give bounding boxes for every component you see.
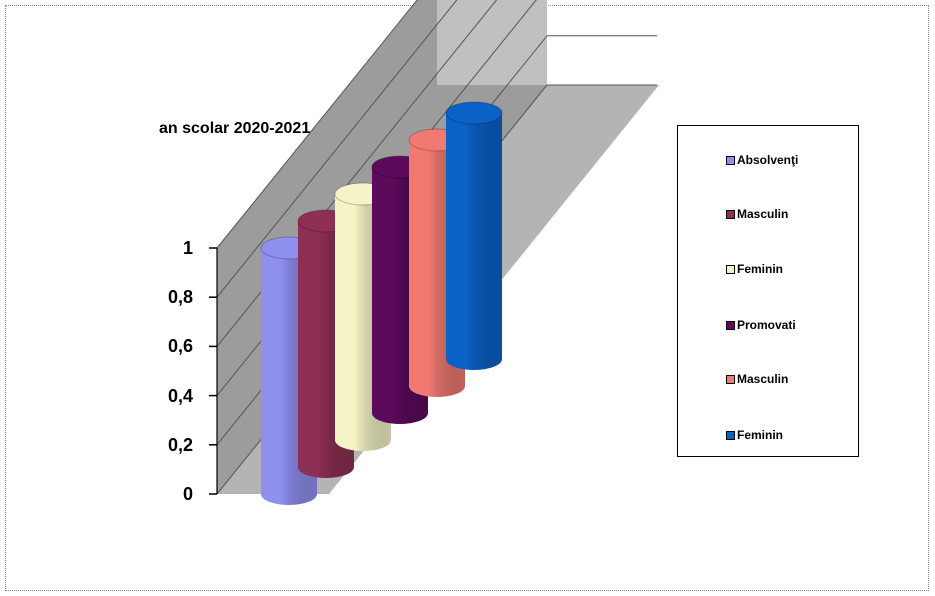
y-tick-label: 0,2 [167,434,193,455]
legend-label: Feminin [737,262,784,276]
legend-swatch [726,374,735,384]
legend-swatch [726,430,735,440]
legend-swatch [726,155,735,165]
bar-top [445,101,503,125]
gridline [216,0,458,298]
back-wall [437,0,547,85]
y-tick-label: 0,8 [167,287,193,308]
y-tick-label: 1 [182,238,193,258]
y-tick-label: 0 [182,484,193,504]
chart-legend: Absolvenţi Masculin Feminin Promovati Mascul… [677,125,859,457]
gridline [216,0,418,249]
legend-label: Masculin [737,207,789,221]
legend-label: Promovati [737,318,796,332]
legend-item: Absolvenţi [726,152,798,168]
legend-label: Absolvenţi [737,153,799,167]
y-tick-label: 0,6 [167,336,193,357]
bar-cylinder-6 [445,101,503,370]
bar-shade [446,113,502,370]
legend-item: Feminin [726,427,783,443]
legend-label: Masculin [737,372,789,386]
legend-item: Feminin [726,261,783,277]
legend-swatch [726,320,735,330]
legend-item: Promovati [726,317,796,333]
chart-title: an scolar 2020-2021 [159,120,311,137]
legend-label: Feminin [737,428,784,442]
legend-item: Masculin [726,206,788,222]
legend-swatch [726,264,735,274]
y-tick-label: 0,4 [167,385,193,406]
legend-swatch [726,209,735,219]
legend-item: Masculin [726,371,788,387]
